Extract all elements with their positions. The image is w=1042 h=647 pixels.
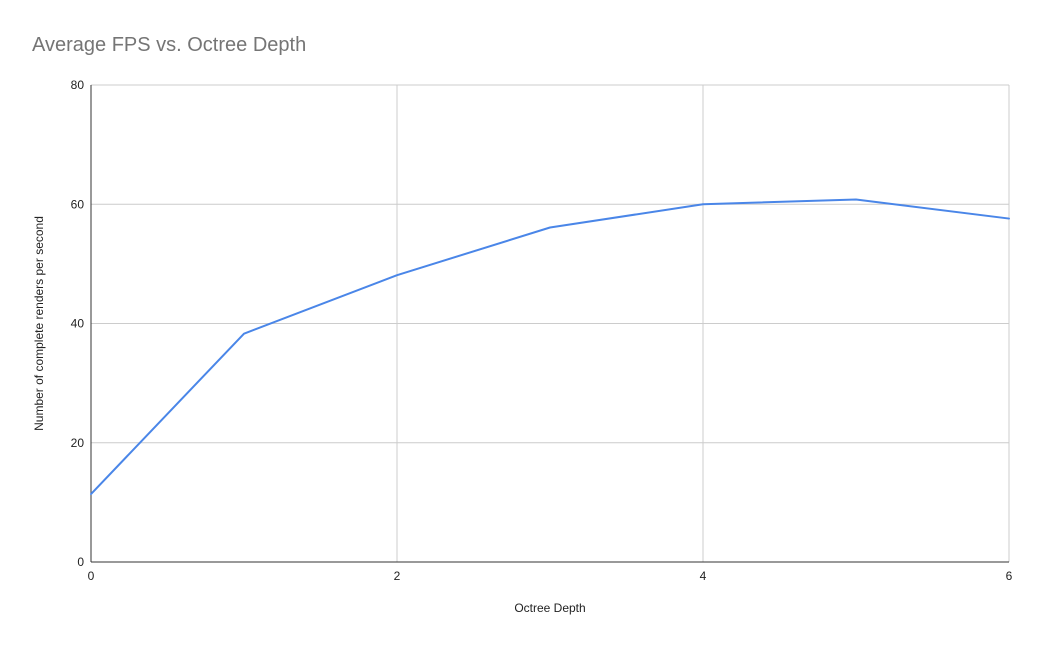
x-tick-label: 4: [700, 569, 707, 583]
axes: [90, 85, 1009, 563]
x-tick-label: 6: [1006, 569, 1013, 583]
chart-title: Average FPS vs. Octree Depth: [32, 34, 306, 56]
series-line: [90, 198, 1010, 496]
x-tick-label: 0: [88, 569, 95, 583]
y-tick-label: 20: [71, 436, 85, 450]
y-tick-label: 80: [71, 78, 85, 92]
tick-labels: 0 20 40 60 80 0 2 4 6: [71, 78, 1013, 583]
y-tick-label: 60: [71, 197, 85, 211]
x-tick-label: 2: [394, 569, 401, 583]
gridlines: [91, 84, 1010, 562]
y-tick-label: 40: [71, 317, 85, 331]
x-axis-title: Octree Depth: [514, 601, 585, 615]
y-axis-title: Number of complete renders per second: [32, 216, 46, 431]
y-tick-label: 0: [77, 555, 84, 569]
series-lines: [90, 198, 1010, 496]
